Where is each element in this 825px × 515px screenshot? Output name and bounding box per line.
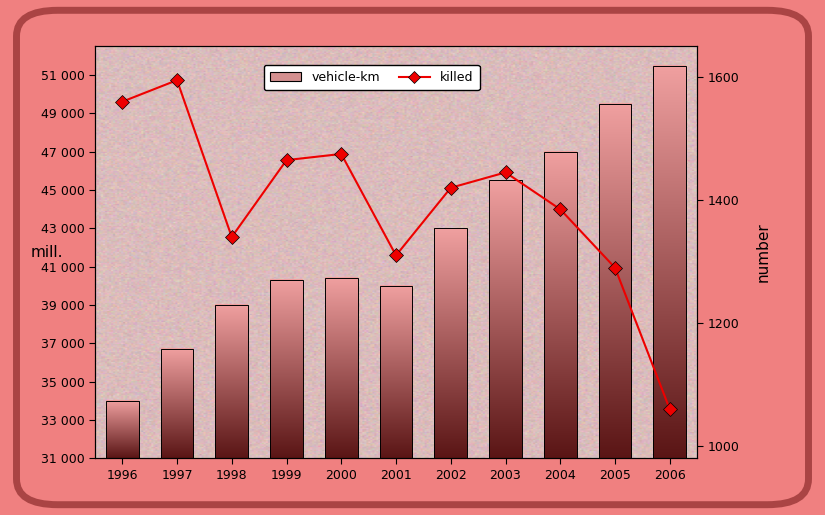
- Bar: [599, 104, 631, 458]
- Bar: [106, 401, 139, 458]
- Bar: [215, 305, 248, 458]
- Bar: [544, 152, 577, 458]
- Bar: [161, 349, 193, 458]
- Bar: [489, 180, 522, 458]
- Bar: [434, 228, 467, 458]
- Bar: [325, 278, 358, 458]
- Y-axis label: mill.: mill.: [31, 245, 63, 260]
- Bar: [270, 280, 303, 458]
- Y-axis label: number: number: [756, 222, 771, 282]
- Legend: vehicle-km, killed: vehicle-km, killed: [264, 65, 480, 91]
- Bar: [380, 286, 412, 458]
- Bar: [653, 65, 686, 458]
